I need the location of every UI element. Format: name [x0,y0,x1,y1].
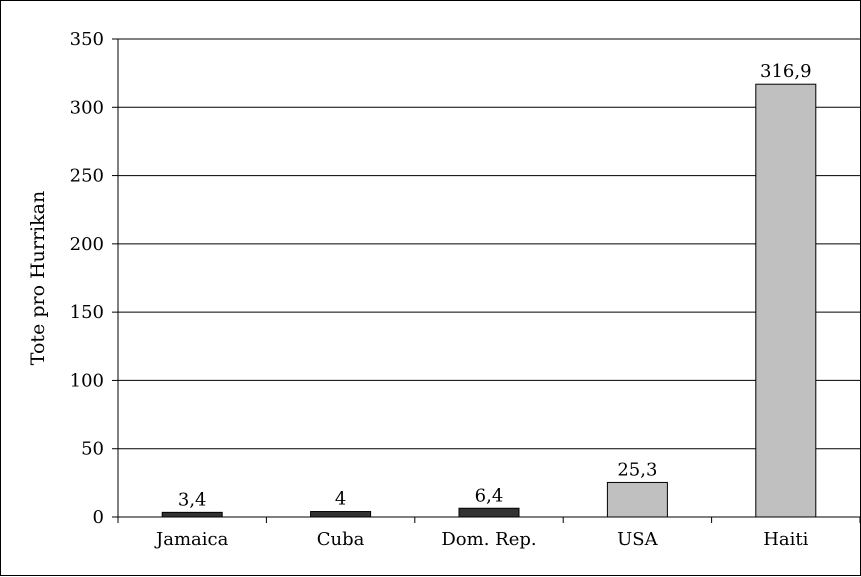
data-label: 3,4 [178,489,207,510]
data-label: 316,9 [760,61,812,82]
x-tick-label: Haiti [763,529,808,550]
x-tick-label: Cuba [317,529,365,550]
gridlines [118,38,860,450]
bar [161,511,223,518]
bars [161,83,817,518]
bar [458,507,520,518]
x-tick-label: USA [617,529,659,550]
y-tick-label: 200 [70,234,104,255]
y-tick-labels: 0 50 100 150 200 250 300 350 [70,29,104,528]
bar [606,481,668,518]
y-axis-label: Tote pro Hurrikan [27,191,49,365]
y-tick-label: 250 [70,166,104,187]
x-tick-labels: Jamaica Cuba Dom. Rep. USA Haiti [154,529,809,550]
data-label: 6,4 [475,485,504,506]
data-labels: 3,4 4 6,4 25,3 316,9 [178,61,812,510]
data-label: 25,3 [617,459,657,480]
x-tick-label: Dom. Rep. [441,529,536,550]
x-tick-label: Jamaica [154,529,229,550]
y-tick-label: 100 [70,370,104,391]
y-tick-label: 150 [70,302,104,323]
y-tick-label: 350 [70,29,104,50]
y-tick-label: 0 [93,507,104,528]
data-label: 4 [335,489,346,510]
bar [310,511,372,518]
axes [112,38,861,523]
y-tick-label: 300 [70,97,104,118]
y-tick-label: 50 [81,439,104,460]
bar [755,83,817,518]
